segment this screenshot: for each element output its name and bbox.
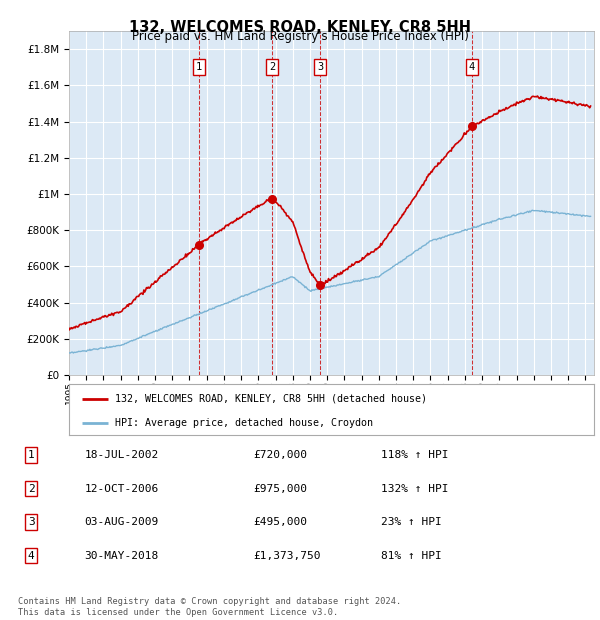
Text: 4: 4 <box>469 62 475 72</box>
Text: 1: 1 <box>28 450 34 460</box>
Text: £495,000: £495,000 <box>253 517 307 527</box>
Text: 81% ↑ HPI: 81% ↑ HPI <box>382 551 442 560</box>
Text: 132% ↑ HPI: 132% ↑ HPI <box>382 484 449 494</box>
Text: 3: 3 <box>28 517 34 527</box>
Text: 118% ↑ HPI: 118% ↑ HPI <box>382 450 449 460</box>
Text: 2: 2 <box>269 62 275 72</box>
Text: £975,000: £975,000 <box>253 484 307 494</box>
Text: £720,000: £720,000 <box>253 450 307 460</box>
Text: 4: 4 <box>28 551 34 560</box>
Text: 1: 1 <box>196 62 202 72</box>
Text: 23% ↑ HPI: 23% ↑ HPI <box>382 517 442 527</box>
Text: 2: 2 <box>28 484 34 494</box>
Text: Contains HM Land Registry data © Crown copyright and database right 2024.
This d: Contains HM Land Registry data © Crown c… <box>18 598 401 617</box>
Text: 18-JUL-2002: 18-JUL-2002 <box>85 450 159 460</box>
Text: 03-AUG-2009: 03-AUG-2009 <box>85 517 159 527</box>
Text: 12-OCT-2006: 12-OCT-2006 <box>85 484 159 494</box>
Text: 3: 3 <box>317 62 323 72</box>
Text: 30-MAY-2018: 30-MAY-2018 <box>85 551 159 560</box>
Text: HPI: Average price, detached house, Croydon: HPI: Average price, detached house, Croy… <box>115 417 373 428</box>
Text: 132, WELCOMES ROAD, KENLEY, CR8 5HH (detached house): 132, WELCOMES ROAD, KENLEY, CR8 5HH (det… <box>115 394 427 404</box>
Text: £1,373,750: £1,373,750 <box>253 551 321 560</box>
Text: 132, WELCOMES ROAD, KENLEY, CR8 5HH: 132, WELCOMES ROAD, KENLEY, CR8 5HH <box>129 20 471 35</box>
Text: Price paid vs. HM Land Registry's House Price Index (HPI): Price paid vs. HM Land Registry's House … <box>131 30 469 43</box>
